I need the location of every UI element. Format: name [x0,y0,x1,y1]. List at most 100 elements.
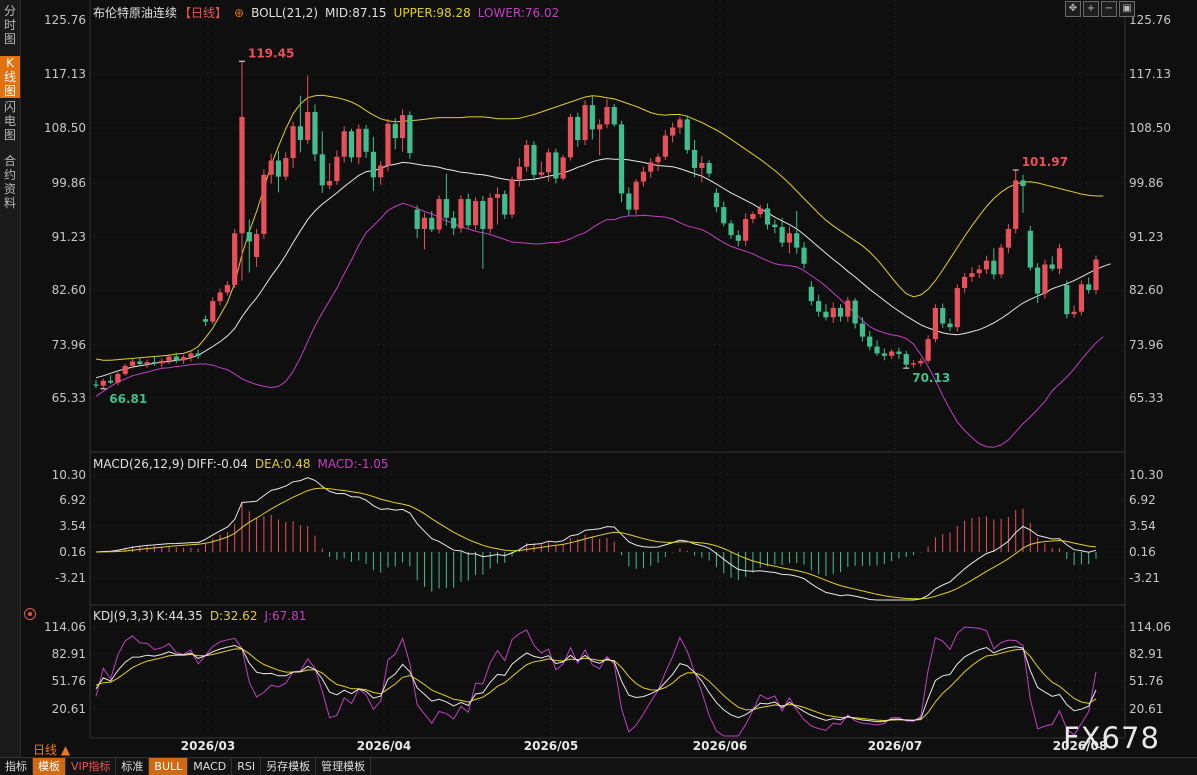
candle-body [378,165,384,178]
macd-axis-right-label: 3.54 [1129,519,1156,533]
candle-body [538,172,544,175]
macd-axis-right-label: 0.16 [1129,545,1156,559]
high-annotation-1: 119.45 [248,46,294,60]
sidebar-tab-2[interactable]: 闪电图 [3,100,16,142]
zoom-out-icon[interactable]: − [1101,1,1117,17]
boll-lower-line [95,202,1104,448]
macd-axis-left-label: 3.54 [59,519,86,533]
x-axis-label: 2026/05 [524,739,578,753]
candle-body [246,232,252,242]
candle-body [305,111,311,140]
x-axis-label: 2026/07 [868,739,922,753]
candle-body [348,131,355,158]
candle-body [618,124,625,194]
candle-body [370,151,376,178]
footer-tab-7[interactable]: 另存模板 [261,758,317,775]
candles [93,61,1099,389]
footer-tab-8[interactable]: 管理模板 [316,758,372,775]
candle-body [991,260,997,275]
candle-body [735,235,741,241]
candle-body [684,119,690,150]
candle-body [1035,267,1041,294]
candle-body [553,152,559,179]
macd-header: MACD(26,12,9) DIFF:-0.04 DEA:0.48 MACD:-1.0… [93,457,396,471]
candle-body [1013,180,1019,229]
footer-tab-3[interactable]: 标准 [116,758,150,775]
candle-body [319,154,325,186]
candle-body [845,300,851,317]
sidebar-tab-3[interactable]: 合约资料 [3,154,16,210]
kdj-close-icon[interactable] [24,608,36,620]
footer-tab-4[interactable]: BULL [149,758,189,775]
x-axis-label: 2026/08 [1053,739,1107,753]
price-axis-left-label: 125.76 [44,13,86,27]
candle-body [918,360,924,364]
candle-body [210,301,216,322]
candle-body [808,286,814,302]
candle-body [925,339,931,361]
candle-body [1049,264,1055,269]
candle-body [487,197,493,229]
candle-body [217,292,223,302]
sidebar-tab-0[interactable]: 分时图 [3,4,16,46]
footer-tab-6[interactable]: RSI [232,758,262,775]
x-axis-label: 2026/03 [181,739,235,753]
candle-body [436,199,442,230]
candle-body [670,127,676,136]
macd-axis-left-label: 10.30 [52,468,86,482]
x-axis-label: 2026/06 [693,739,747,753]
settings-icon[interactable]: ⊕ [234,6,245,20]
candle-body [312,111,318,155]
candle-body [144,362,150,364]
boll-upper: UPPER:98.28 [393,6,471,20]
macd-axis-right-label: -3.21 [1129,571,1160,585]
candle-body [976,269,982,274]
candle-body [421,217,428,229]
candle-body [983,260,990,270]
candle-body [940,307,946,324]
candle-body [706,162,712,174]
x-axis-label: 2026/04 [357,739,411,753]
chart-canvas[interactable]: 119.45 66.81 101.97 70.13 125.76 125.76 117.1… [0,0,1197,757]
candle-body [801,247,807,264]
macd-label: MACD(26,12,9) [93,457,185,471]
candle-body [472,200,479,226]
candle-body [480,200,486,229]
candle-body [662,135,668,157]
candle-body [1042,264,1048,294]
footer-tab-0[interactable]: 指标 [0,758,33,775]
candle-body [137,361,143,364]
candle-body [516,166,522,180]
footer-tab-2[interactable]: VIP指标 [66,758,117,775]
candle-body [881,353,887,356]
move-icon[interactable]: ✥ [1065,1,1081,17]
candle-body [268,160,274,175]
candle-body [509,179,515,215]
candle-body [1056,248,1063,269]
zoom-in-icon[interactable]: + [1083,1,1099,17]
price-axis-right-label: 82.60 [1129,283,1163,297]
window-icon[interactable]: ▣ [1119,1,1135,17]
kdj-axis-right-label: 51.76 [1129,674,1163,688]
macd-axis-left-label: -3.21 [55,571,86,585]
candle-body [173,356,179,361]
candle-body [100,380,106,386]
kdj-panel [95,626,1097,737]
candle-body [750,214,756,219]
candle-body [582,105,588,140]
candle-body [794,233,800,248]
candle-body [151,362,157,364]
candle-body [859,323,866,337]
candle-body [567,116,574,158]
candle-body [341,131,347,157]
candle-body [239,116,245,234]
period-selector[interactable]: 日线 ▲ [33,743,71,757]
candle-body [823,311,829,318]
candle-body [385,123,391,166]
boll-label: BOLL(21,2) [251,6,319,20]
candle-body [465,199,471,226]
footer-tab-5[interactable]: MACD [188,758,233,775]
footer-tab-1[interactable]: 模板 [33,758,66,775]
price-axis-left-label: 82.60 [52,283,86,297]
